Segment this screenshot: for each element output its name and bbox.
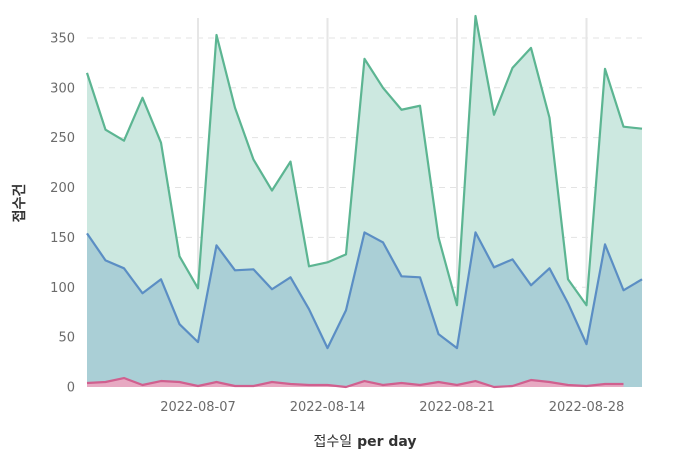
x-tick-label: 2022-08-21 xyxy=(419,400,495,415)
x-axis-title-unit: per day xyxy=(357,434,416,450)
y-tick-label: 200 xyxy=(50,181,75,196)
x-axis-title: 접수일 per day xyxy=(313,434,416,450)
y-tick-label: 350 xyxy=(50,31,75,46)
series-line-2 xyxy=(86,231,643,350)
series-areas xyxy=(87,16,642,387)
x-tick-label: 2022-08-07 xyxy=(160,400,236,415)
y-tick-label: 100 xyxy=(50,281,75,296)
y-tick-label: 0 xyxy=(67,381,75,396)
series-area-2 xyxy=(87,232,642,387)
series-line-3 xyxy=(86,376,624,389)
x-tick-label: 2022-08-28 xyxy=(549,400,625,415)
y-tick-label: 300 xyxy=(50,81,75,96)
y-axis-title: 접수건 xyxy=(11,184,28,223)
y-axis-ticks: 0 50 100 150 200 250 300 350 xyxy=(50,31,75,395)
x-axis-title-main: 접수일 xyxy=(313,434,352,450)
y-tick-label: 150 xyxy=(50,231,75,246)
x-tick-label: 2022-08-14 xyxy=(290,400,366,415)
series-lines xyxy=(85,14,643,389)
series-line-1 xyxy=(85,14,643,307)
x-axis-ticks: 2022-08-07 2022-08-14 2022-08-21 2022-08-28 xyxy=(160,400,624,415)
y-tick-label: 250 xyxy=(50,131,75,146)
y-tick-label: 50 xyxy=(58,331,75,346)
series-area-3 xyxy=(87,378,624,387)
